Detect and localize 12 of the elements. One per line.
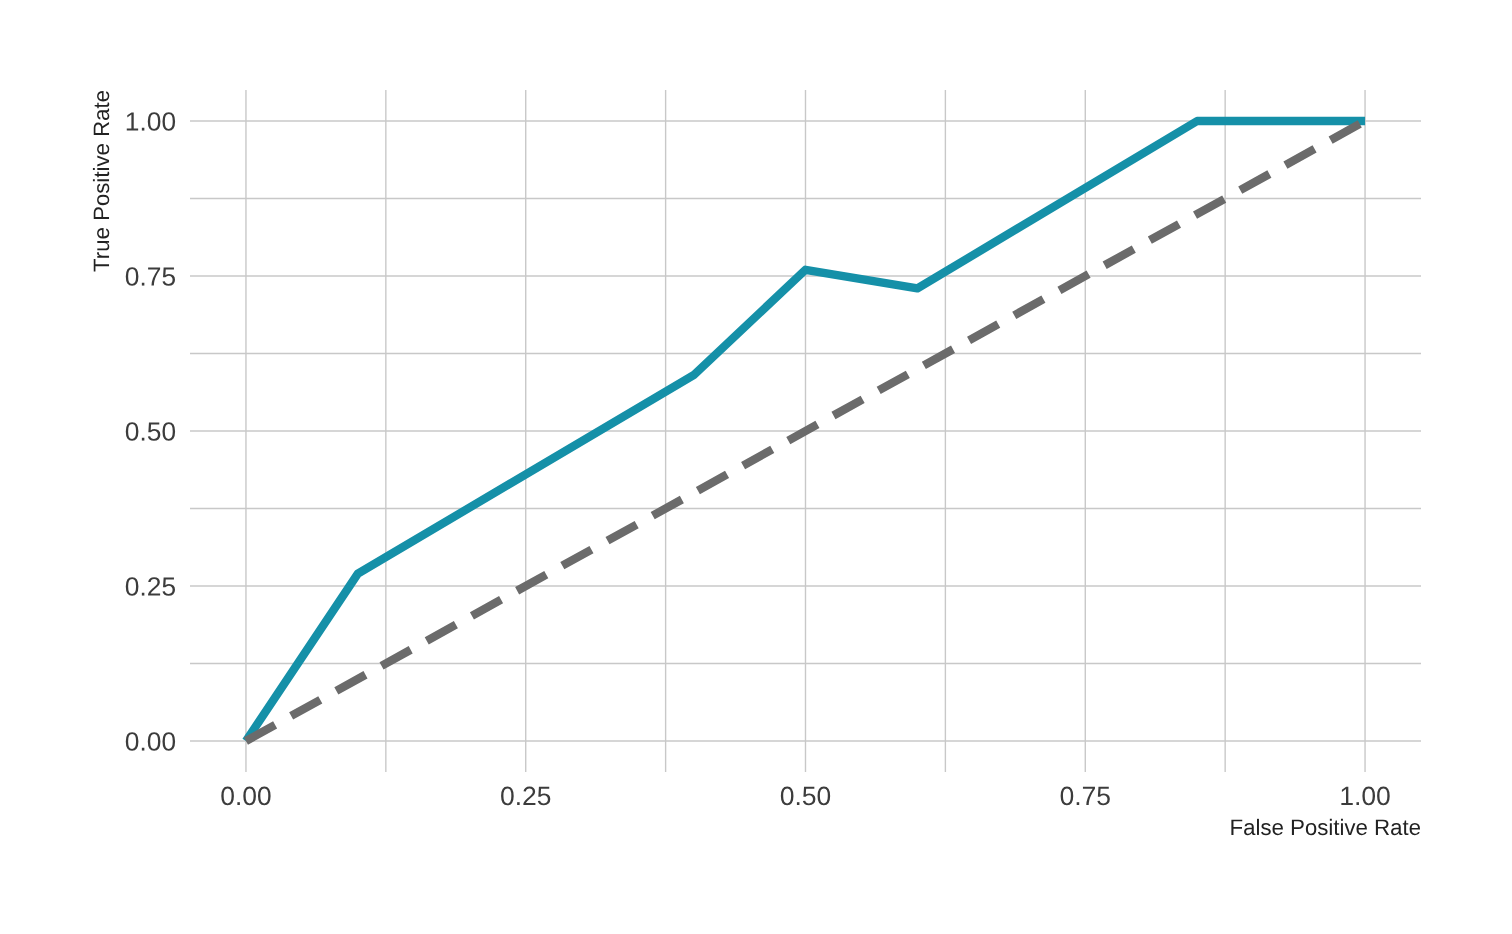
- x-tick-label: 0.75: [1060, 786, 1110, 806]
- y-tick-label: 0.25: [125, 577, 176, 596]
- y-tick-label: 0.00: [125, 732, 176, 751]
- y-tick-label: 0.50: [125, 422, 176, 441]
- x-tick-label: 0.50: [780, 786, 831, 806]
- x-tick-label: 0.25: [501, 786, 551, 806]
- y-tick-label: 1.00: [126, 112, 176, 131]
- y-tick-label: 0.75: [125, 267, 176, 286]
- x-tick-label: 0.00: [221, 786, 271, 806]
- x-tick-label: 1.00: [1341, 786, 1390, 806]
- x-axis-title: False Positive Rate: [1231, 818, 1421, 836]
- y-axis-title: True Positive Rate: [92, 90, 110, 272]
